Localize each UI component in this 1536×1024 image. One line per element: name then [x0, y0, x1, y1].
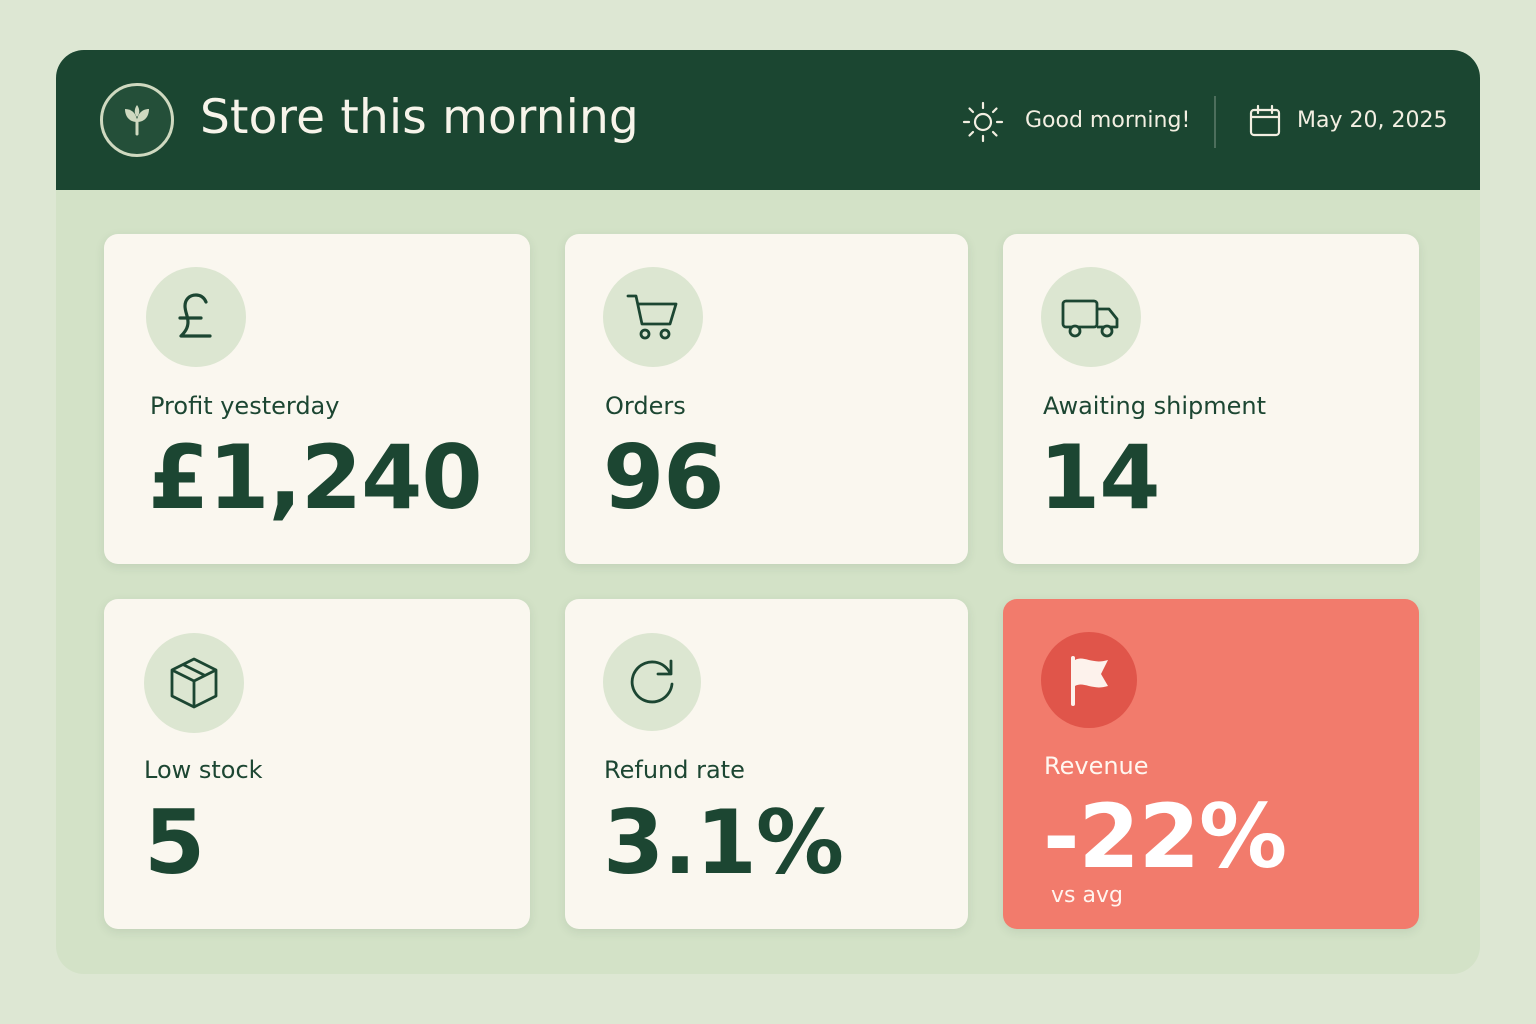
card-label: Orders — [605, 392, 686, 420]
card-label: Refund rate — [604, 756, 745, 784]
date-text: May 20, 2025 — [1297, 108, 1448, 133]
refund-card[interactable]: Refund rate 3.1% — [565, 599, 968, 929]
card-value: -22% — [1043, 785, 1287, 888]
header-bar: Store this morning Good morning! May 20,… — [56, 50, 1480, 190]
card-label: Revenue — [1044, 752, 1149, 780]
low-stock-card[interactable]: Low stock 5 — [104, 599, 530, 929]
refresh-icon — [603, 633, 701, 731]
sprout-icon — [100, 83, 174, 157]
card-value: 14 — [1039, 426, 1160, 529]
shipment-card[interactable]: Awaiting shipment 14 — [1003, 234, 1419, 564]
card-value: 96 — [603, 426, 724, 529]
dashboard-panel: Store this morning Good morning! May 20,… — [56, 50, 1480, 974]
sun-icon — [962, 101, 1004, 143]
orders-card[interactable]: Orders 96 — [565, 234, 968, 564]
pound-icon — [146, 267, 246, 367]
flag-icon — [1041, 632, 1137, 728]
revenue-alert-card[interactable]: Revenue -22% vs avg — [1003, 599, 1419, 929]
card-label: Awaiting shipment — [1043, 392, 1266, 420]
page-title: Store this morning — [200, 90, 639, 145]
greeting-text: Good morning! — [1025, 108, 1191, 133]
truck-icon — [1041, 267, 1141, 367]
card-value: £1,240 — [148, 426, 483, 529]
box-icon — [144, 633, 244, 733]
header-divider — [1214, 96, 1216, 148]
card-value: 3.1% — [603, 791, 844, 894]
profit-card[interactable]: Profit yesterday £1,240 — [104, 234, 530, 564]
card-label: Low stock — [144, 756, 263, 784]
card-label: Profit yesterday — [150, 392, 340, 420]
cart-icon — [603, 267, 703, 367]
card-value: 5 — [144, 791, 205, 894]
calendar-icon — [1249, 104, 1281, 137]
card-subtext: vs avg — [1051, 883, 1123, 908]
